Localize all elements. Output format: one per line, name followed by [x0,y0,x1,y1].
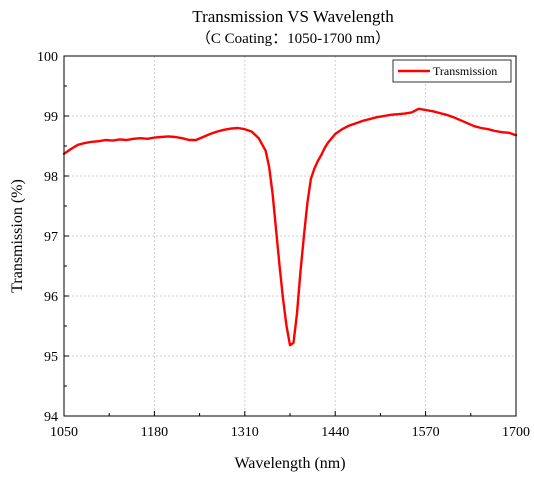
legend: Transmission [392,59,512,83]
x-axis: 1050 1180 1310 1440 1570 1700 [50,411,530,440]
x-tick-label: 1180 [141,425,168,440]
y-tick-label: 99 [44,110,58,125]
y-tick-label: 94 [44,410,58,425]
y-tick-label: 100 [37,50,58,65]
grid [64,56,516,416]
y-tick-label: 96 [44,290,58,305]
y-axis: 94 95 96 97 98 99 100 [37,50,69,425]
y-axis-label: Transmission (%) [9,179,26,293]
y-tick-label: 97 [44,230,58,245]
x-tick-label: 1310 [231,425,259,440]
x-tick-label: 1440 [321,425,349,440]
chart-title: Transmission VS Wavelength [192,7,394,26]
y-tick-label: 98 [44,170,58,185]
x-axis-label: Wavelength (nm) [234,455,345,472]
x-tick-label: 1050 [50,425,78,440]
chart-subtitle: （C Coating：1050-1700 nm） [196,30,390,47]
plot-frame [63,55,517,417]
x-tick-label: 1700 [502,425,530,440]
legend-box [392,59,512,83]
legend-label: Transmission [433,64,497,78]
y-tick-label: 95 [44,350,58,365]
series-line-transmission [62,107,518,347]
x-tick-label: 1570 [412,425,440,440]
